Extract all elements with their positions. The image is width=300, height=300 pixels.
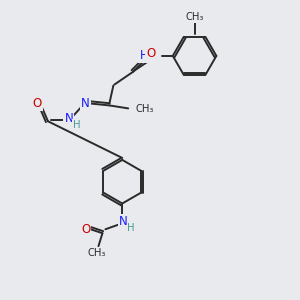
Text: CH₃: CH₃ — [135, 104, 154, 114]
Text: H: H — [128, 223, 135, 233]
Text: H: H — [73, 120, 80, 130]
Text: O: O — [146, 47, 156, 60]
Text: CH₃: CH₃ — [185, 12, 204, 22]
Text: HN: HN — [140, 50, 157, 62]
Text: N: N — [64, 112, 73, 125]
Text: N: N — [119, 215, 128, 228]
Text: O: O — [81, 223, 90, 236]
Text: CH₃: CH₃ — [87, 248, 106, 258]
Text: O: O — [32, 97, 42, 110]
Text: N: N — [81, 97, 90, 110]
